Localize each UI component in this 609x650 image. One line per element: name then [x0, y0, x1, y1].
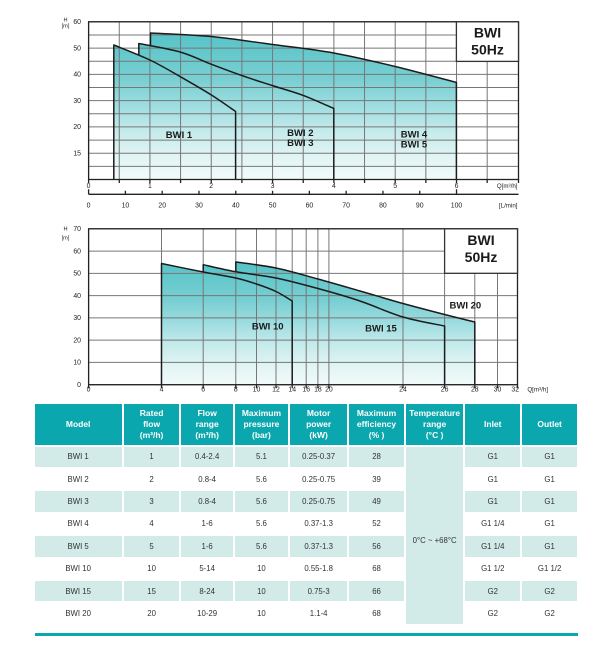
- svg-text:0: 0: [77, 382, 81, 389]
- svg-text:20: 20: [325, 387, 333, 394]
- svg-text:60: 60: [306, 203, 314, 210]
- svg-text:20: 20: [158, 203, 166, 210]
- svg-text:40: 40: [232, 203, 240, 210]
- svg-text:50Hz: 50Hz: [471, 41, 504, 57]
- svg-text:10: 10: [73, 360, 81, 367]
- svg-text:24: 24: [399, 387, 407, 394]
- svg-text:90: 90: [416, 203, 424, 210]
- svg-text:80: 80: [379, 203, 387, 210]
- svg-text:70: 70: [342, 203, 350, 210]
- svg-text:10: 10: [122, 203, 130, 210]
- svg-text:1: 1: [148, 183, 152, 190]
- svg-text:2: 2: [209, 183, 213, 190]
- svg-text:30: 30: [494, 387, 502, 394]
- svg-text:28: 28: [471, 387, 479, 394]
- svg-text:50: 50: [73, 271, 81, 278]
- svg-text:60: 60: [73, 19, 81, 26]
- svg-text:BWI 15: BWI 15: [365, 324, 397, 335]
- svg-text:BWI 1: BWI 1: [166, 130, 193, 141]
- svg-text:BWI: BWI: [474, 25, 501, 41]
- svg-text:50Hz: 50Hz: [465, 249, 498, 265]
- svg-text:50: 50: [269, 203, 277, 210]
- svg-text:BWI 5: BWI 5: [401, 140, 428, 151]
- svg-text:16: 16: [302, 387, 310, 394]
- svg-text:0: 0: [87, 183, 91, 190]
- svg-text:12: 12: [272, 387, 280, 394]
- svg-text:18: 18: [314, 387, 322, 394]
- svg-text:100: 100: [451, 203, 463, 210]
- svg-text:26: 26: [441, 387, 449, 394]
- svg-text:6: 6: [201, 387, 205, 394]
- svg-text:H: H: [63, 18, 67, 24]
- svg-text:30: 30: [73, 315, 81, 322]
- svg-text:BWI 10: BWI 10: [252, 322, 284, 333]
- svg-text:70: 70: [73, 226, 81, 233]
- svg-text:H: H: [63, 227, 67, 233]
- svg-text:40: 40: [73, 72, 81, 79]
- svg-text:[m]: [m]: [62, 24, 70, 30]
- svg-text:0: 0: [87, 203, 91, 210]
- svg-text:8: 8: [234, 387, 238, 394]
- svg-text:20: 20: [73, 124, 81, 131]
- svg-text:BWI 3: BWI 3: [287, 138, 313, 149]
- svg-text:30: 30: [195, 203, 203, 210]
- svg-text:30: 30: [73, 98, 81, 105]
- svg-text:Q[m³/h]: Q[m³/h]: [497, 183, 518, 190]
- svg-text:4: 4: [332, 183, 336, 190]
- svg-text:15: 15: [73, 151, 81, 158]
- svg-text:Q[m³/h]: Q[m³/h]: [527, 387, 548, 394]
- svg-text:6: 6: [455, 183, 459, 190]
- svg-text:5: 5: [393, 183, 397, 190]
- svg-text:BWI 2: BWI 2: [287, 128, 313, 139]
- svg-text:14: 14: [288, 387, 296, 394]
- svg-text:32: 32: [511, 387, 519, 394]
- svg-text:20: 20: [73, 338, 81, 345]
- svg-text:BWI 20: BWI 20: [450, 301, 482, 312]
- svg-text:60: 60: [73, 248, 81, 255]
- svg-text:[m]: [m]: [62, 236, 70, 242]
- svg-text:10: 10: [253, 387, 261, 394]
- svg-text:3: 3: [271, 183, 275, 190]
- svg-text:[L/min]: [L/min]: [499, 203, 518, 210]
- svg-text:40: 40: [73, 293, 81, 300]
- svg-text:0: 0: [87, 387, 91, 394]
- svg-text:50: 50: [73, 45, 81, 52]
- svg-text:BWI: BWI: [467, 232, 494, 248]
- svg-text:4: 4: [160, 387, 164, 394]
- svg-text:BWI 4: BWI 4: [401, 130, 428, 141]
